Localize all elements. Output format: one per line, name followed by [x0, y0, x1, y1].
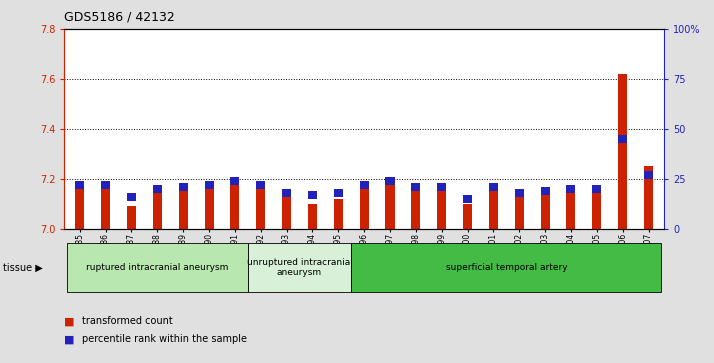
Bar: [333, 199, 343, 229]
Bar: [618, 135, 627, 143]
Bar: [75, 181, 84, 229]
FancyBboxPatch shape: [67, 243, 248, 292]
Text: transformed count: transformed count: [82, 316, 173, 326]
Text: GDS5186 / 42132: GDS5186 / 42132: [64, 11, 175, 24]
Bar: [231, 177, 239, 185]
Bar: [386, 179, 395, 229]
Bar: [566, 191, 575, 229]
Bar: [333, 189, 343, 197]
Text: superficial temporal artery: superficial temporal artery: [446, 263, 567, 272]
Bar: [101, 181, 110, 189]
Bar: [256, 181, 266, 189]
Bar: [437, 189, 446, 229]
Text: unruptured intracranial
aneurysm: unruptured intracranial aneurysm: [246, 258, 353, 277]
Bar: [540, 187, 550, 195]
Bar: [593, 185, 601, 193]
Bar: [256, 181, 266, 229]
Bar: [566, 185, 575, 193]
Text: percentile rank within the sample: percentile rank within the sample: [82, 334, 247, 344]
Bar: [489, 189, 498, 229]
Bar: [463, 195, 472, 203]
Bar: [360, 181, 368, 189]
Bar: [101, 181, 110, 229]
Bar: [308, 204, 317, 229]
FancyBboxPatch shape: [248, 243, 351, 292]
Bar: [308, 191, 317, 199]
Bar: [75, 181, 84, 189]
FancyBboxPatch shape: [351, 243, 661, 292]
Text: ruptured intracranial aneurysm: ruptured intracranial aneurysm: [86, 263, 228, 272]
Bar: [618, 74, 627, 229]
Bar: [644, 171, 653, 179]
Bar: [231, 179, 239, 229]
Bar: [282, 196, 291, 229]
Bar: [515, 196, 524, 229]
Text: tissue ▶: tissue ▶: [3, 263, 43, 273]
Bar: [515, 189, 524, 197]
Bar: [463, 204, 472, 229]
Bar: [644, 166, 653, 229]
Text: ■: ■: [64, 334, 75, 344]
Bar: [411, 183, 421, 191]
Bar: [178, 183, 188, 191]
Bar: [437, 183, 446, 191]
Bar: [360, 181, 368, 229]
Bar: [593, 191, 601, 229]
Bar: [178, 189, 188, 229]
Bar: [153, 191, 162, 229]
Bar: [411, 189, 421, 229]
Bar: [153, 185, 162, 193]
Bar: [204, 181, 213, 189]
Bar: [127, 193, 136, 201]
Bar: [204, 181, 213, 229]
Bar: [386, 177, 395, 185]
Bar: [127, 206, 136, 229]
Bar: [540, 194, 550, 229]
Text: ■: ■: [64, 316, 75, 326]
Bar: [282, 189, 291, 197]
Bar: [489, 183, 498, 191]
